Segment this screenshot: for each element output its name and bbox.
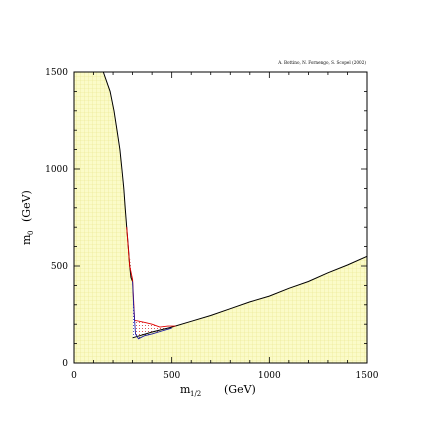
- x-axis-label-sub: 1/2: [190, 390, 201, 398]
- credit-annotation: A. Bottino, N. Fornengo, S. Scopel (2002…: [277, 60, 366, 65]
- excluded-region-fill: [74, 72, 367, 363]
- y-tick-label-500: 500: [51, 262, 68, 272]
- y-axis-label-main: m: [20, 234, 33, 245]
- x-tick-label-1500: 1500: [356, 371, 379, 381]
- y-tick-label-1500: 1500: [45, 68, 68, 78]
- y-tick-label-0: 0: [62, 359, 68, 369]
- y-tick-label-1000: 1000: [45, 165, 68, 175]
- x-tick-label-500: 500: [163, 371, 180, 381]
- plot-frame: [73, 71, 368, 364]
- x-tick-label-1000: 1000: [258, 371, 281, 381]
- boundary-red-line: [126, 227, 176, 328]
- x-axis-label: m 1/2 (GeV): [180, 383, 256, 398]
- x-axis-label-main: m: [180, 383, 191, 396]
- boundary-bottom-line: [132, 255, 367, 339]
- axis-ticks: [73, 71, 368, 364]
- boundary-blue-line: [132, 281, 172, 340]
- boundary-lines: [102, 72, 367, 340]
- x-tick-label-0: 0: [71, 371, 77, 381]
- y-axis-label-sub: 0: [27, 231, 35, 235]
- y-axis-label-unit: (GeV): [20, 190, 33, 222]
- x-axis-label-unit: (GeV): [224, 383, 256, 396]
- plot-regions: [74, 72, 367, 363]
- y-axis-label: m 0 (GeV): [20, 190, 35, 245]
